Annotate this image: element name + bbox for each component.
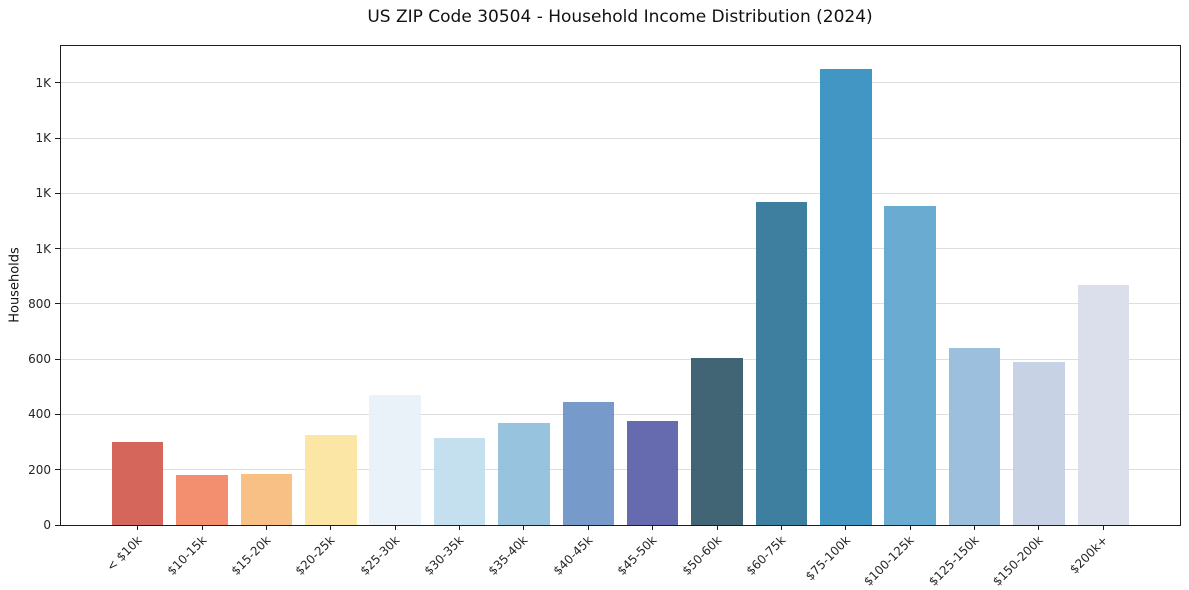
- x-tick-mark: [265, 525, 267, 530]
- y-tick-label: 1K: [35, 186, 51, 201]
- gridline: [61, 192, 1180, 194]
- y-tick-label: 1K: [35, 75, 51, 90]
- x-tick-label: $35-40k: [485, 533, 531, 578]
- x-tick-mark: [974, 525, 976, 530]
- y-tick-label: 1K: [35, 241, 51, 256]
- x-tick-mark: [780, 525, 782, 530]
- x-tick-mark: [652, 525, 654, 530]
- bar: [691, 357, 743, 525]
- x-tick-label: $100-125k: [861, 533, 918, 589]
- y-tick-mark: [55, 303, 60, 305]
- y-tick-label: 800: [28, 296, 51, 311]
- x-tick-mark: [201, 525, 203, 530]
- bar: [305, 435, 357, 525]
- x-tick-mark: [909, 525, 911, 530]
- gridline: [61, 82, 1180, 84]
- bar: [820, 68, 872, 525]
- x-tick-label: $15-20k: [228, 533, 274, 578]
- x-tick-mark: [845, 525, 847, 530]
- x-tick-label: $40-45k: [550, 533, 596, 578]
- bar: [176, 475, 228, 525]
- y-tick-label: 0: [43, 518, 51, 532]
- y-axis-label: Households: [7, 247, 23, 323]
- bar: [369, 395, 421, 525]
- bar: [626, 421, 679, 525]
- bar: [111, 442, 164, 525]
- bar: [562, 402, 615, 525]
- x-tick-mark: [459, 525, 461, 530]
- bar: [498, 422, 550, 525]
- y-tick-label: 400: [28, 407, 51, 422]
- x-tick-mark: [523, 525, 525, 530]
- x-tick-mark: [716, 525, 718, 530]
- x-tick-mark: [1102, 525, 1104, 530]
- gridline: [61, 413, 1180, 415]
- bar: [433, 437, 486, 525]
- x-tick-mark: [394, 525, 396, 530]
- bar: [1013, 361, 1065, 525]
- x-tick-label: $60-75k: [743, 533, 789, 578]
- x-tick-label: < $10k: [103, 533, 145, 574]
- y-tick-label: 1K: [35, 131, 51, 146]
- y-tick-mark: [55, 413, 60, 415]
- bar: [240, 473, 293, 525]
- x-tick-label: $25-30k: [357, 533, 403, 578]
- gridline: [61, 469, 1180, 471]
- gridline: [61, 358, 1180, 360]
- y-tick-mark: [55, 137, 60, 139]
- x-tick-mark: [330, 525, 332, 530]
- x-tick-label: $20-25k: [292, 533, 338, 578]
- x-tick-label: $10-15k: [164, 533, 209, 578]
- x-tick-mark: [587, 525, 589, 530]
- gridline: [61, 303, 1180, 305]
- bar: [884, 205, 936, 525]
- plot-area: 0 200 400 600 800 1K 1K 1K 1K < $10k $10-15k $15-2…: [28, 45, 1181, 589]
- bar: [755, 201, 808, 525]
- y-tick-mark: [55, 248, 60, 250]
- y-tick-mark: [55, 524, 60, 526]
- gridline: [61, 137, 1180, 139]
- y-tick-mark: [55, 82, 60, 84]
- y-tick-mark: [55, 469, 60, 471]
- gridline: [61, 248, 1180, 250]
- x-tick-label: $30-35k: [421, 533, 467, 578]
- x-tick-label: $50-60k: [679, 533, 724, 578]
- x-tick-label: $45-50k: [614, 533, 660, 578]
- y-tick-label: 200: [28, 462, 51, 477]
- y-tick-mark: [55, 192, 60, 194]
- x-tick-label: $75-100k: [802, 533, 853, 584]
- bar: [948, 348, 1001, 525]
- y-tick-mark: [55, 358, 60, 360]
- x-tick-mark: [1038, 525, 1040, 530]
- x-tick-label: $150-200k: [990, 533, 1046, 589]
- chart-title: US ZIP Code 30504 - Household Income Dis…: [367, 7, 873, 27]
- x-tick-mark: [137, 525, 139, 530]
- x-tick-label: $200k+: [1066, 533, 1111, 577]
- y-tick-label: 600: [28, 352, 51, 367]
- x-tick-label: $125-150k: [925, 533, 982, 589]
- bar: [1077, 284, 1130, 525]
